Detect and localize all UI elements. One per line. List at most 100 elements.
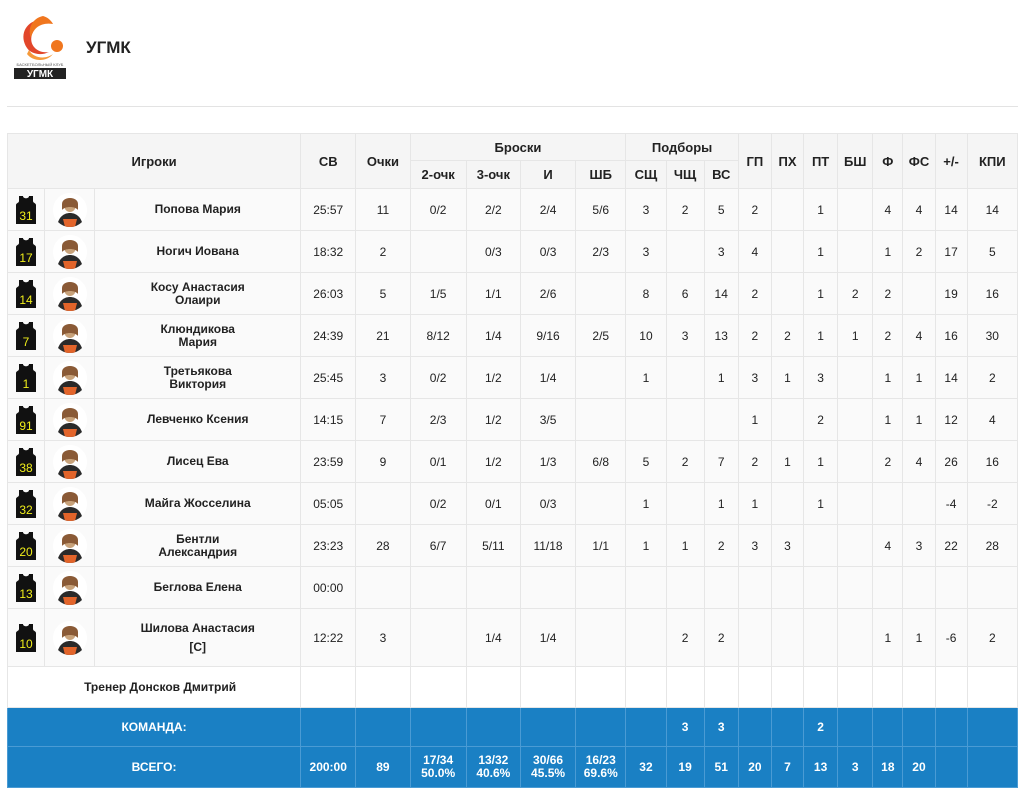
team-stat-eff [966,707,1018,747]
header-two[interactable]: 2-очк [409,160,467,189]
player-name-line1: Косу Анастасия [150,279,245,294]
player-name-cell[interactable]: Третьякова Виктория [94,356,302,399]
header-tot[interactable]: ВС [703,160,739,189]
header-def[interactable]: ЧЩ [665,160,705,189]
stat-pts [355,566,411,609]
header-pts[interactable]: Очки [355,133,411,189]
header-blk[interactable]: БШ [837,133,874,189]
stat-eff: 14 [966,188,1018,231]
stat-eff: 30 [966,314,1018,357]
stat-fg: 3/5 [519,398,577,441]
stat-fg: 2/4 [519,188,577,231]
player-name-cell[interactable]: Попова Мария [94,188,302,231]
header-off[interactable]: СЩ [625,160,667,189]
player-photo [52,402,87,437]
stat-eff: 16 [966,440,1018,483]
stat-three: 1/2 [465,398,521,441]
jersey-icon: 38 [16,447,37,476]
stat-two [409,230,467,273]
player-name-cell[interactable]: Ногич Иована [94,230,302,273]
jersey-icon: 32 [16,489,37,518]
total-stat-ast: 20 [737,746,772,788]
jersey-icon: 31 [16,195,37,224]
stat-two: 1/5 [409,272,467,315]
stat-tot: 13 [703,314,739,357]
header-to[interactable]: ПХ [770,133,805,189]
header-ft[interactable]: ШБ [575,160,627,189]
stat-pm: 17 [934,230,968,273]
header-pf[interactable]: Ф [872,133,904,189]
stat-pf: 1 [872,608,904,667]
empty-cell [575,666,627,708]
total-three-pct: 40.6% [476,766,511,780]
team-stat-ft [575,707,627,747]
photo-cell [44,314,96,357]
player-name: Шилова Анастасия [140,621,255,635]
stat-pts [355,482,411,525]
stat-pf: 4 [872,188,904,231]
player-row[interactable]: 32 Майга Жосселина 05:05 0/2 0/1 0/3 1 1 1 1 -4 -2 [6,482,1018,525]
header-three[interactable]: 3-очк [465,160,521,189]
stat-off: 3 [625,230,667,273]
stat-pm: -6 [934,608,968,667]
stat-to [770,482,805,525]
player-name-cell[interactable]: Беглова Елена [94,566,302,609]
stat-ast: 1 [737,398,772,441]
jersey-icon: 10 [16,623,37,652]
coach-name: Тренер Донсков Дмитрий [6,666,302,708]
stat-ast: 4 [737,230,772,273]
stat-stl: 1 [803,440,839,483]
player-name-cell[interactable]: Майга Жосселина [94,482,302,525]
header-players[interactable]: Игроки [6,133,302,189]
player-name-cell[interactable]: Шилова Анастасия [C] [94,608,302,667]
stat-to [770,608,805,667]
header-stl[interactable]: ПТ [803,133,839,189]
stat-fg: 1/4 [519,356,577,399]
player-name-cell[interactable]: Клюндикова Мария [94,314,302,357]
stat-eff [966,566,1018,609]
player-row[interactable]: 1 Третьякова Виктория 25:45 3 0/2 1/2 1/4 1 1 3 1 3 1… [6,356,1018,399]
stat-pts: 11 [355,188,411,231]
player-name-cell[interactable]: Левченко Ксения [94,398,302,441]
player-row[interactable]: 38 Лисец Ева 23:59 9 0/1 1/2 1/3 6/8 5 2 7 2 1 1 2 4 26 1… [6,440,1018,483]
header-ast[interactable]: ГП [737,133,772,189]
stat-fg: 2/6 [519,272,577,315]
stat-two: 0/2 [409,188,467,231]
stat-tot: 14 [703,272,739,315]
header-fg[interactable]: И [519,160,577,189]
player-name-cell[interactable]: Косу Анастасия Олаири [94,272,302,315]
header-shots: Броски [409,133,627,161]
team-stat-stl: 2 [803,707,839,747]
stat-pf: 1 [872,356,904,399]
empty-cell [300,666,357,708]
stat-pm: 14 [934,188,968,231]
stat-fg: 1/3 [519,440,577,483]
header-sv[interactable]: СВ [300,133,357,189]
player-row[interactable]: 10 Шилова Анастасия [C] 12:22 3 1/4 1/4 2 2 1 1 -6 2 [6,608,1018,667]
header-pm[interactable]: +/- [934,133,968,189]
player-name-line1: Клюндикова [160,321,235,336]
stat-blk [837,188,874,231]
photo-cell [44,608,96,667]
player-row[interactable]: 31 Попова Мария 25:57 11 0/2 2/2 2/4 5/6 3 2 5 2 1 4 4… [6,188,1018,231]
stat-eff: 4 [966,398,1018,441]
player-name-cell[interactable]: Бентли Александрия [94,524,302,567]
stat-fd [902,566,936,609]
player-row[interactable]: 13 Беглова Елена 00:00 [6,566,1018,609]
jersey-icon: 1 [16,363,37,392]
player-row[interactable]: 7 Клюндикова Мария 24:39 21 8/12 1/4 9/16 2/5 10 3… [6,314,1018,357]
jersey-number: 1 [23,377,30,391]
player-row[interactable]: 91 Левченко Ксения 14:15 7 2/3 1/2 3/5 1 2 1 1 12 4 [6,398,1018,441]
player-row[interactable]: 14 Косу Анастасия Олаири 26:03 5 1/5 1/1 2/6 8 6 1… [6,272,1018,315]
header-fd[interactable]: ФС [902,133,936,189]
player-name-cell[interactable]: Лисец Ева [94,440,302,483]
header-eff[interactable]: КПИ [966,133,1018,189]
stat-ft: 1/1 [575,524,627,567]
stat-fd [902,272,936,315]
player-row[interactable]: 17 Ногич Иована 18:32 2 0/3 0/3 2/3 3 3 4 1 1 2 17 5 [6,230,1018,273]
header-rebounds: Подборы [625,133,739,161]
stat-sv: 26:03 [300,272,357,315]
player-row[interactable]: 20 Бентли Александрия 23:23 28 6/7 5/11 11/18 1/… [6,524,1018,567]
stat-off [625,398,667,441]
stat-blk: 1 [837,314,874,357]
